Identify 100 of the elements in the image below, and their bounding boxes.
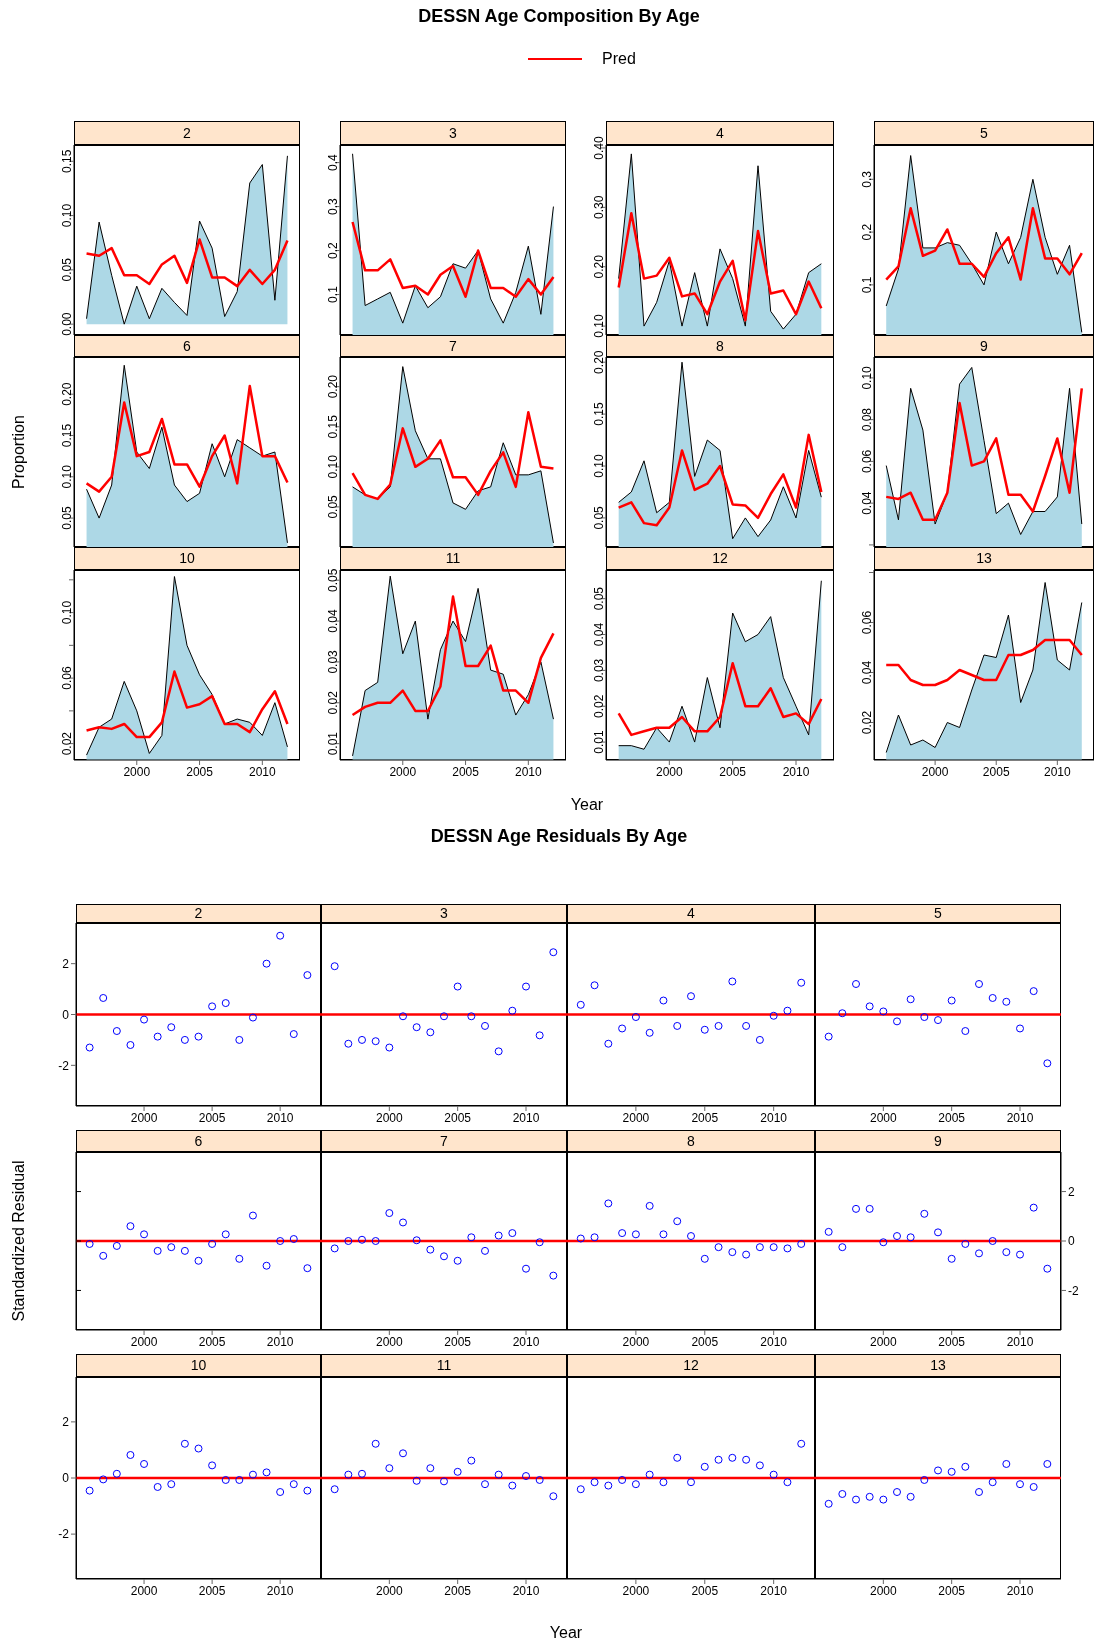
x-tick-label: 2000 [622,1334,650,1349]
x-tick-label: 2000 [869,1583,897,1598]
x-tick-label: 2010 [266,1583,294,1598]
y-tick-label: 0 [62,1007,70,1022]
y-tick-label: 0.20 [592,350,607,374]
y-tick-label: -2 [58,1058,70,1073]
text: DESSN Age Residuals By Age [429,826,689,847]
y-tick-label: 0.04 [326,609,341,633]
chart-title: 11 [340,547,566,570]
x-tick-label: 2010 [1006,1334,1034,1349]
x-tick-label: 2005 [186,764,214,779]
point [126,1450,135,1459]
point [221,1230,230,1239]
point [824,1227,833,1236]
x-tick-label: 2005 [444,1334,472,1349]
x-tick-label: 2005 [691,1583,719,1598]
point [755,1461,764,1470]
x-tick-label: 2010 [760,1583,788,1598]
x-tick-label: 2010 [266,1110,294,1125]
point [153,1032,162,1041]
point [248,1470,257,1479]
y-tick-label: 0.15 [592,402,607,426]
point [303,1264,312,1273]
point [769,1243,778,1252]
point [371,1037,380,1046]
y-tick-label: 0.20 [592,254,607,279]
chart-title: 4 [606,121,834,145]
point [797,1239,806,1248]
point [112,1027,121,1036]
point [276,1488,285,1497]
point [687,1232,695,1241]
point [221,1475,230,1484]
point [590,981,599,990]
line-series [351,411,555,501]
point [852,1204,860,1213]
y-tick-label: 0.15 [60,149,75,173]
point [140,1015,149,1024]
x-tick-label: 2010 [1006,1110,1034,1125]
line-series [617,212,823,322]
point [576,1485,585,1494]
point [838,1009,847,1018]
point [961,1027,970,1036]
point [728,1248,737,1257]
point [838,1489,847,1498]
point [645,1201,654,1210]
point [604,1481,613,1490]
y-tick-label: 0.40 [592,135,607,160]
point [508,1006,517,1015]
point [893,1017,901,1026]
point [1043,1264,1052,1273]
x-tick-label: 2005 [444,1583,472,1598]
point [673,1021,682,1030]
legend-label: Pred [602,50,636,68]
y-tick-label: 2 [62,956,70,971]
x-tick-label: 2000 [375,1334,403,1349]
point [99,993,108,1002]
y2-tick-label: -2 [1068,1283,1079,1298]
x-axis-title: Year [548,1624,584,1642]
point [99,1475,108,1484]
point [631,1013,640,1022]
point [618,1229,627,1238]
chart-title: 9 [874,335,1094,357]
chart-title: 12 [567,1354,815,1377]
point [235,1254,244,1263]
point [426,1464,435,1473]
point [783,1006,792,1015]
x-tick-label: 2010 [512,1583,540,1598]
x-tick-label: 2000 [130,1583,158,1598]
y-tick-label: 0.08 [860,407,875,432]
point [687,1478,695,1487]
point [508,1229,517,1238]
point [522,1472,530,1481]
x-tick-label: 2000 [375,1110,403,1125]
point [180,1439,189,1448]
point [208,1002,217,1011]
y-tick-label: 0.05 [592,505,607,530]
y-tick-label: 0.06 [860,449,875,474]
point [235,1035,244,1044]
y-tick-label: 0.15 [326,414,341,439]
chart-title: 6 [74,335,300,357]
chart-title: 2 [76,904,321,923]
chart-title: 3 [321,904,567,923]
point [549,948,558,957]
point [303,971,312,980]
line-series [85,384,289,493]
point [481,1246,489,1255]
point [385,1464,394,1473]
point [426,1245,435,1254]
x-tick-label: 2005 [938,1334,966,1349]
point [865,1002,874,1011]
point [700,1025,709,1034]
line-series [884,387,1084,522]
point [1029,1203,1038,1212]
y-tick-label: 0.4 [326,153,341,171]
y-tick-label: 0.04 [592,622,607,647]
chart-title: 8 [567,1130,815,1152]
point [852,1495,860,1504]
chart-title: 5 [815,904,1061,923]
x-tick-label: 2005 [198,1583,226,1598]
chart-title: 10 [76,1354,321,1377]
